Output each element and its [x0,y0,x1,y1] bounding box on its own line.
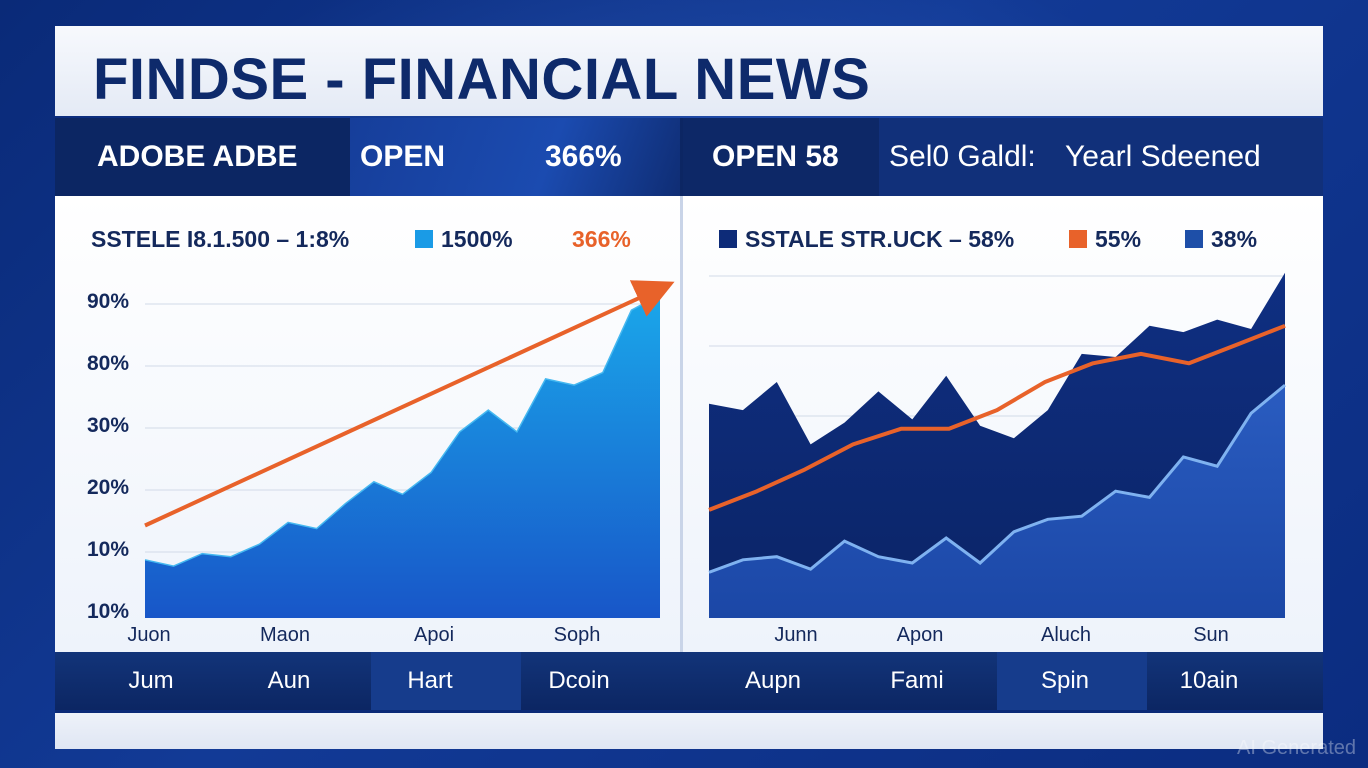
x-tick-label: Junn [774,624,818,646]
left-legend-value: 366% [572,226,631,252]
legend-swatch-blue [1185,230,1203,248]
x-tick-label: Apoi [413,624,455,646]
news-frame: FINDSE - FINANCIAL NEWS ADOBE ADBE OPEN … [55,26,1323,749]
footer-strip [55,710,1323,749]
ticker-segment-right-text [879,118,1323,196]
left-legend-item: 1500% [415,226,513,253]
legend-swatch-navy [719,230,737,248]
right-chart-panel: SSTALE STR.UCK – 58% 55% 38% Junn Apon A… [683,196,1323,652]
y-tick-label: 80% [87,352,130,375]
ticker-status: OPEN [360,140,446,173]
title-bar: FINDSE - FINANCIAL NEWS [55,26,1323,116]
left-plot [144,280,675,618]
bottom-label: 10ain [1179,667,1239,694]
bottom-label: Dcoin [548,667,610,694]
ticker-segment-name [55,118,350,196]
legend-swatch-blue [415,230,433,248]
ticker-bar: ADOBE ADBE OPEN 366% OPEN 58 Sel0 Galdl:… [55,118,1323,196]
y-tick-label: 20% [87,476,130,499]
right-legend-label: SSTALE STR.UCK – 58% [719,226,1014,253]
right-legend-label-text: SSTALE STR.UCK – 58% [745,226,1015,252]
series-line-lightblue [708,383,1286,574]
series-area-blue [145,294,660,618]
bottom-label: Hart [407,667,453,694]
y-tick-label: 10% [87,600,130,623]
x-tick-label: Aluch [1040,624,1092,646]
page-title: FINDSE - FINANCIAL NEWS [93,47,871,112]
trend-arrow-orange [144,280,675,528]
x-tick-label: Apon [896,624,944,646]
bottom-bar-highlight [997,652,1147,710]
x-tick-label: Soph [553,624,601,646]
series-line-blue [144,293,661,567]
ticker-segment-status [350,118,680,196]
x-tick-label: Sun [1193,624,1229,646]
ticker-text: Sel0 Galdl: [889,140,1036,173]
bottom-label: Aun [267,667,311,694]
ticker-stock-name: ADOBE ADBE [97,140,298,173]
y-tick-label: 90% [87,290,130,313]
y-tick-label: 30% [87,414,130,437]
series-line-orange [708,323,1286,512]
right-legend-item-3: 38% [1185,226,1257,253]
left-legend-item-text: 1500% [441,226,513,252]
series-area-blue [709,385,1285,618]
left-legend-label: SSTELE I8.1.500 – 1:8% [91,226,350,252]
x-tick-label: Juon [127,624,171,646]
right-legend-item-3-text: 38% [1211,226,1258,252]
watermark: AI Generated [1237,737,1356,759]
bottom-label: Fami [890,667,944,694]
y-tick-label: 10% [87,538,130,561]
right-legend-item-2-text: 55% [1095,226,1142,252]
right-legend-item-2: 55% [1069,226,1141,253]
ticker-percent: 366% [545,140,622,173]
bottom-label: Spin [1040,667,1090,694]
bottom-label: Jum [128,667,174,694]
bottom-label-bar: Jum Aun Hart Dcoin Aupn Fami Spin 10ain [55,652,1323,710]
bottom-bar-highlight [371,652,521,710]
x-tick-label: Maon [259,624,311,646]
legend-swatch-orange [1069,230,1087,248]
panel-divider [680,196,683,652]
bottom-label: Aupn [744,667,802,694]
ticker-open-value: OPEN 58 [712,140,839,173]
right-plot [708,272,1286,618]
ticker-text-2: Yearl Sdeened [1065,140,1261,173]
left-chart-panel: SSTELE I8.1.500 – 1:8% 1500% 366% 90% 80… [55,196,680,652]
